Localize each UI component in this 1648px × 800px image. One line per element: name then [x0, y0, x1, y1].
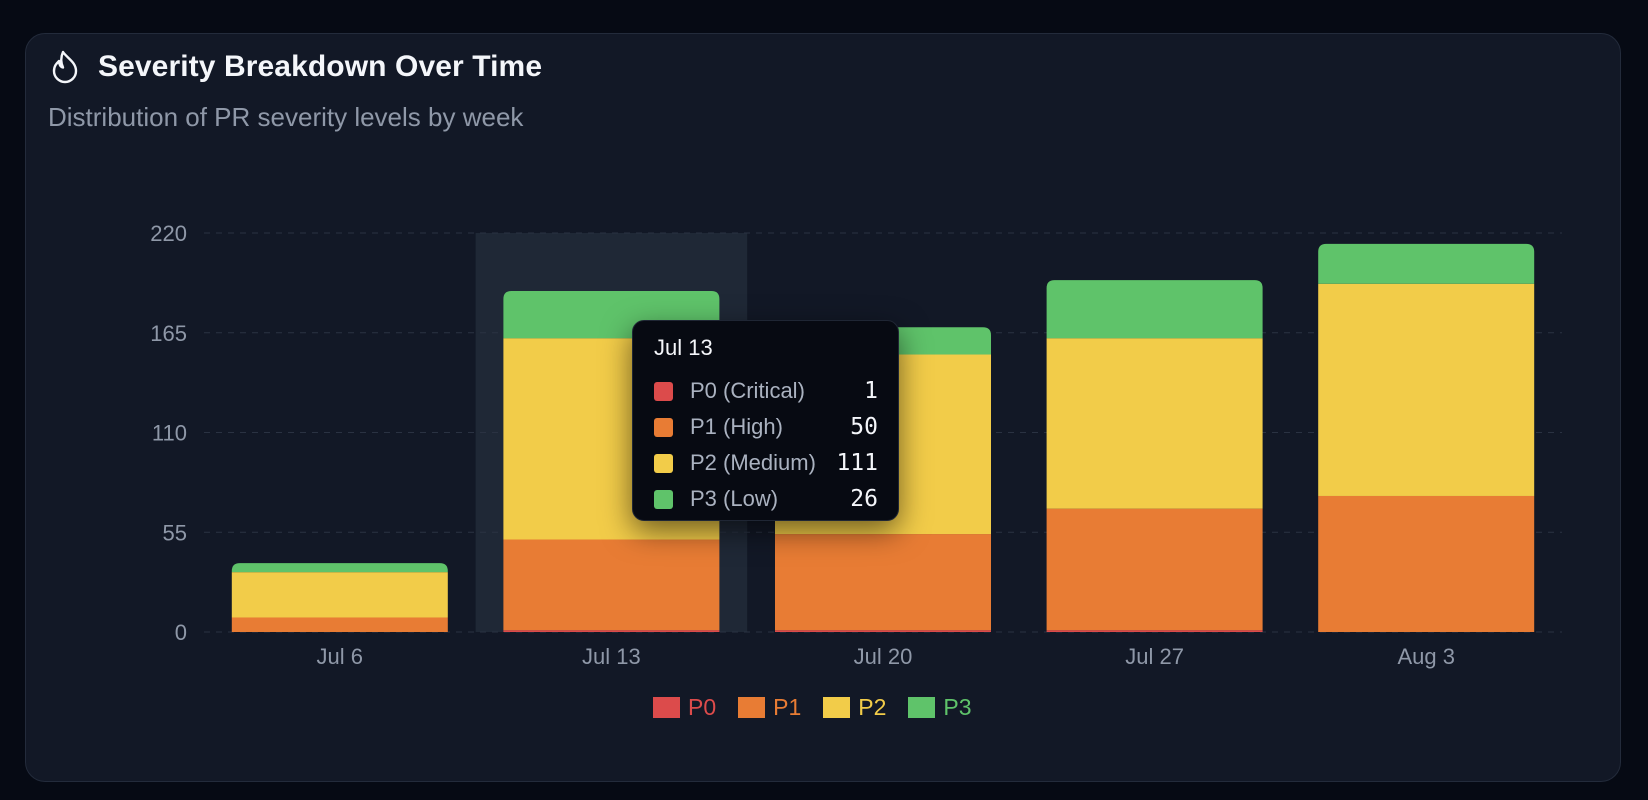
bar-p3-jul-6[interactable] — [231, 563, 448, 573]
legend-swatch — [823, 697, 851, 718]
legend-item-p3[interactable]: P3 — [908, 694, 972, 721]
bar-p0-jul-13[interactable] — [503, 630, 720, 632]
tooltip-swatch — [654, 489, 673, 509]
x-tick-label: Aug 3 — [1397, 644, 1455, 669]
tooltip-row-p0: P0 (Critical) 1 — [654, 373, 878, 409]
bar-p1-jul-20[interactable] — [775, 534, 991, 631]
tooltip-value: 50 — [850, 414, 878, 440]
y-tick-label: 0 — [175, 620, 187, 645]
bar-p3-jul-27[interactable] — [1046, 280, 1263, 339]
x-tick-label: Jul 13 — [582, 644, 641, 669]
tooltip-row-p1: P1 (High) 50 — [654, 409, 878, 445]
tooltip-label: P1 (High) — [690, 414, 783, 439]
bar-p2-jul-6[interactable] — [231, 572, 448, 618]
legend-label: P1 — [773, 694, 802, 720]
tooltip-value: 111 — [836, 450, 878, 476]
bar-p2-jul-27[interactable] — [1046, 338, 1263, 509]
bar-p1-jul-13[interactable] — [503, 539, 720, 631]
chart-legend: P0 P1 P2 P3 — [653, 694, 972, 721]
tooltip-label: P0 (Critical) — [690, 378, 805, 403]
y-tick-label: 55 — [163, 520, 187, 545]
legend-item-p1[interactable]: P1 — [738, 694, 801, 721]
bar-p1-jul-6[interactable] — [231, 617, 448, 632]
chart-title: Severity Breakdown Over Time — [98, 50, 543, 83]
tooltip-swatch — [654, 417, 673, 437]
x-tick-label: Jul 27 — [1125, 644, 1184, 669]
x-tick-label: Jul 20 — [854, 644, 913, 669]
legend-swatch — [908, 697, 936, 718]
y-tick-label: 165 — [150, 321, 187, 346]
y-tick-label: 110 — [152, 421, 187, 446]
tooltip-value: 26 — [850, 486, 878, 512]
bar-p1-jul-27[interactable] — [1046, 508, 1263, 631]
legend-label: P2 — [858, 694, 887, 720]
tooltip-label: P3 (Low) — [690, 486, 779, 511]
bar-p1-aug-3[interactable] — [1318, 495, 1535, 632]
chart-subtitle: Distribution of PR severity levels by we… — [48, 102, 524, 132]
tooltip-swatch — [654, 381, 673, 401]
tooltip-row-p2: P2 (Medium) 111 — [654, 445, 878, 481]
legend-item-p0[interactable]: P0 — [653, 694, 716, 721]
legend-swatch — [653, 697, 680, 718]
tooltip-title: Jul 13 — [654, 335, 713, 360]
tooltip-label: P2 (Medium) — [690, 450, 816, 475]
tooltip-row-p3: P3 (Low) 26 — [654, 481, 878, 517]
flame-icon — [50, 50, 80, 84]
card-header: Severity Breakdown Over Time — [50, 50, 542, 84]
legend-label: P3 — [943, 694, 972, 720]
legend-label: P0 — [688, 694, 717, 720]
tooltip-value: 1 — [864, 378, 878, 404]
legend-item-p2[interactable]: P2 — [823, 694, 886, 721]
legend-swatch — [738, 697, 766, 718]
x-tick-label: Jul 6 — [317, 644, 363, 669]
chart-tooltip: Jul 13 P0 (Critical) 1 P1 (High) 50 P2 (Medi… — [632, 320, 899, 521]
bar-p0-jul-27[interactable] — [1046, 630, 1263, 632]
bar-p0-jul-20[interactable] — [775, 630, 991, 632]
y-tick-label: 220 — [150, 221, 187, 246]
bar-p2-aug-3[interactable] — [1318, 283, 1535, 496]
bar-p3-aug-3[interactable] — [1318, 243, 1535, 284]
tooltip-swatch — [654, 453, 673, 473]
